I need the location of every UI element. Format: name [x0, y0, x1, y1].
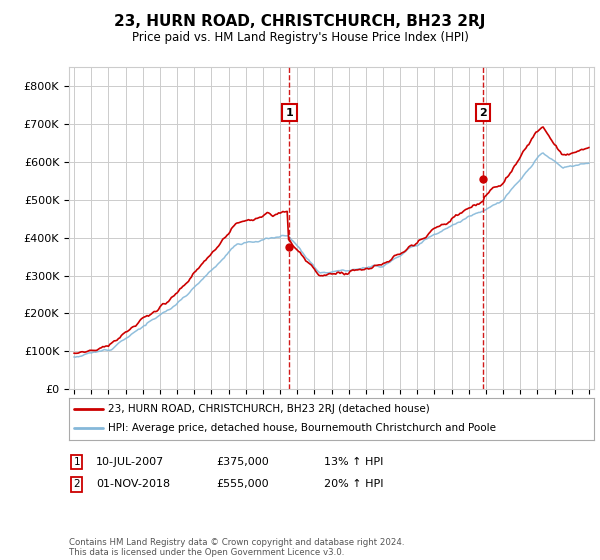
- Text: 2: 2: [73, 479, 80, 489]
- Text: HPI: Average price, detached house, Bournemouth Christchurch and Poole: HPI: Average price, detached house, Bour…: [109, 423, 496, 433]
- Text: 2: 2: [479, 108, 487, 118]
- Text: Contains HM Land Registry data © Crown copyright and database right 2024.
This d: Contains HM Land Registry data © Crown c…: [69, 538, 404, 557]
- Text: 01-NOV-2018: 01-NOV-2018: [96, 479, 170, 489]
- Text: 1: 1: [286, 108, 293, 118]
- Text: 1: 1: [73, 457, 80, 467]
- Text: 13% ↑ HPI: 13% ↑ HPI: [324, 457, 383, 467]
- Text: £555,000: £555,000: [216, 479, 269, 489]
- Text: Price paid vs. HM Land Registry's House Price Index (HPI): Price paid vs. HM Land Registry's House …: [131, 31, 469, 44]
- Text: 23, HURN ROAD, CHRISTCHURCH, BH23 2RJ: 23, HURN ROAD, CHRISTCHURCH, BH23 2RJ: [115, 14, 485, 29]
- Text: 20% ↑ HPI: 20% ↑ HPI: [324, 479, 383, 489]
- Text: 23, HURN ROAD, CHRISTCHURCH, BH23 2RJ (detached house): 23, HURN ROAD, CHRISTCHURCH, BH23 2RJ (d…: [109, 404, 430, 414]
- Text: £375,000: £375,000: [216, 457, 269, 467]
- Text: 10-JUL-2007: 10-JUL-2007: [96, 457, 164, 467]
